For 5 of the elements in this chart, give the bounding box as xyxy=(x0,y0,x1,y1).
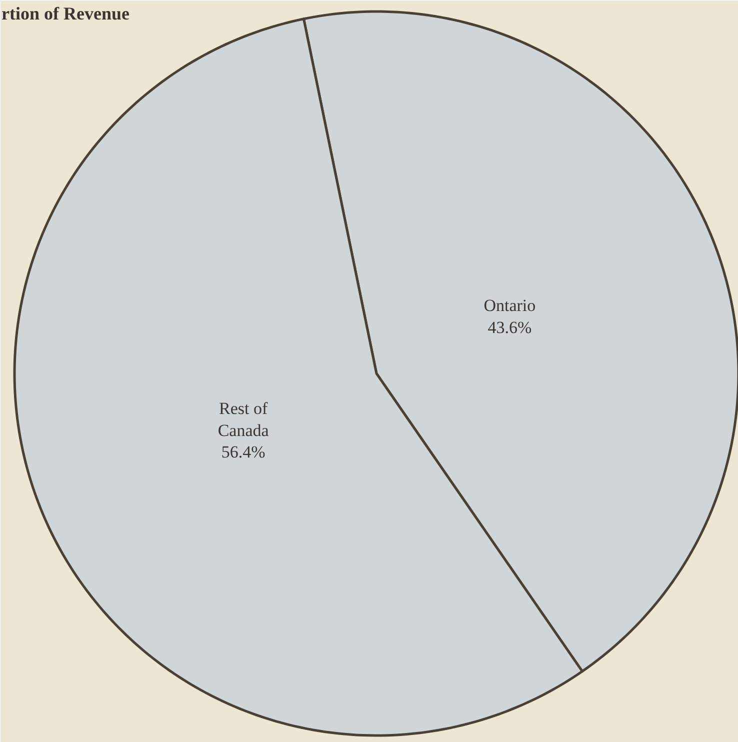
slice-label: Rest of Canada xyxy=(218,399,270,440)
slice-label: Ontario xyxy=(484,296,536,316)
chart-title: rtion of Revenue xyxy=(2,4,130,24)
data-label: 56.4% xyxy=(221,442,266,462)
data-label: 43.6% xyxy=(488,318,532,338)
